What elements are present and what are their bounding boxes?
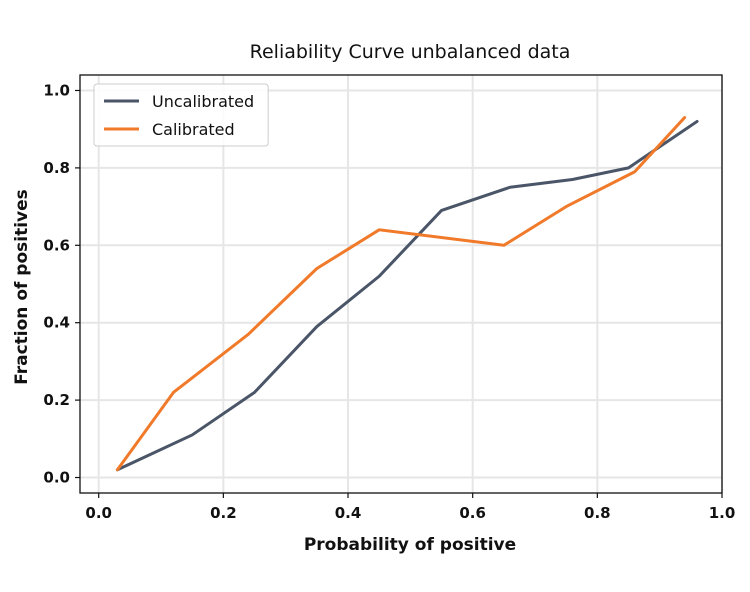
y-tick-label: 0.8 xyxy=(43,159,70,177)
series-line-uncalibrated xyxy=(115,119,699,472)
y-tick-label: 0.0 xyxy=(43,469,70,487)
x-axis-ticks: 0.0 0.2 0.4 0.6 0.8 1.0 xyxy=(85,493,735,522)
y-tick-label: 0.6 xyxy=(43,236,70,254)
x-tick-label: 0.6 xyxy=(459,504,486,522)
x-axis-label: Probability of positive xyxy=(304,535,516,555)
y-tick-label: 0.4 xyxy=(43,314,70,332)
y-axis-ticks: 0.0 0.2 0.4 0.6 0.8 1.0 xyxy=(43,81,80,487)
legend-label-uncalibrated: Uncalibrated xyxy=(152,92,254,111)
series-group xyxy=(115,116,699,472)
legend: Uncalibrated Calibrated xyxy=(93,83,269,147)
x-tick-label: 0.4 xyxy=(335,504,362,522)
y-tick-label: 0.2 xyxy=(43,391,70,409)
x-tick-label: 0.8 xyxy=(584,504,611,522)
chart-title: Reliability Curve unbalanced data xyxy=(250,41,571,63)
y-tick-label: 1.0 xyxy=(43,81,70,99)
legend-label-calibrated: Calibrated xyxy=(152,120,235,139)
series-line-calibrated xyxy=(115,116,687,472)
y-axis-label: Fraction of positives xyxy=(12,189,32,385)
plot-frame xyxy=(79,74,723,494)
x-tick-label: 0.0 xyxy=(85,504,112,522)
x-tick-label: 0.2 xyxy=(210,504,237,522)
x-tick-label: 1.0 xyxy=(709,504,736,522)
